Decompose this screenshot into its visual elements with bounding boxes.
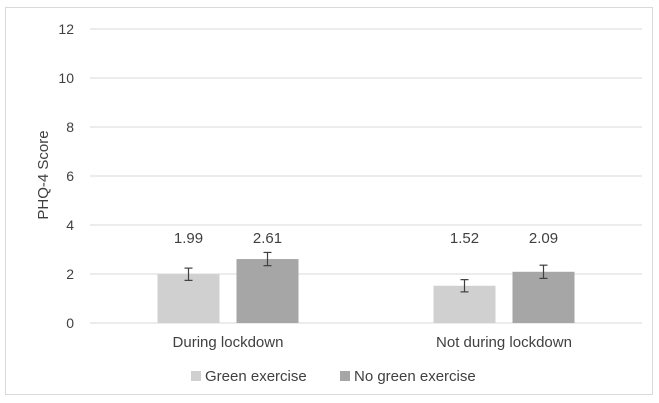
bar xyxy=(512,271,575,323)
y-tick-label: 2 xyxy=(66,266,74,282)
data-label: 2.09 xyxy=(529,230,558,247)
x-category-label: Not during lockdown xyxy=(436,334,572,351)
bar xyxy=(236,259,299,323)
y-tick-label: 0 xyxy=(66,315,74,331)
y-tick-label: 8 xyxy=(66,119,74,135)
data-label: 2.61 xyxy=(253,230,282,247)
y-axis-label: PHQ-4 Score xyxy=(35,130,52,219)
data-label: 1.99 xyxy=(174,230,203,247)
y-tick-label: 12 xyxy=(58,21,74,37)
bar xyxy=(157,274,220,323)
chart-frame xyxy=(5,7,653,395)
legend-label: Green exercise xyxy=(205,368,307,385)
data-label: 1.52 xyxy=(450,230,479,247)
y-tick-label: 6 xyxy=(66,168,74,184)
x-category-label: During lockdown xyxy=(173,334,284,351)
y-tick-label: 10 xyxy=(58,70,74,86)
y-tick-label: 4 xyxy=(66,217,74,233)
legend-label: No green exercise xyxy=(354,368,476,385)
legend-swatch xyxy=(191,371,201,381)
legend-swatch xyxy=(340,371,350,381)
